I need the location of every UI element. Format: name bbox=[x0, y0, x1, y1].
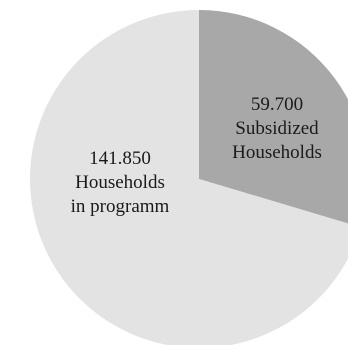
pie-slice-subsidized-households bbox=[199, 10, 348, 224]
slice-label-subsidized-households: 59.700 Subsidized Households bbox=[232, 94, 322, 163]
slice-label-line: Households bbox=[75, 172, 165, 193]
slice-label-households-in-programm: 141.850 Households in programm bbox=[71, 148, 170, 217]
pie-slice-households-in-programm bbox=[30, 10, 348, 345]
slice-label-line: Subsidized bbox=[235, 118, 319, 139]
slice-label-line: 59.700 bbox=[251, 94, 303, 115]
pie-labels: 59.700 Subsidized Households 141.850 Househo… bbox=[71, 94, 322, 217]
slice-label-line: in programm bbox=[71, 196, 170, 217]
slice-label-line: 141.850 bbox=[89, 148, 151, 169]
slice-label-line: Households bbox=[232, 142, 322, 163]
pie-slices bbox=[30, 10, 348, 345]
